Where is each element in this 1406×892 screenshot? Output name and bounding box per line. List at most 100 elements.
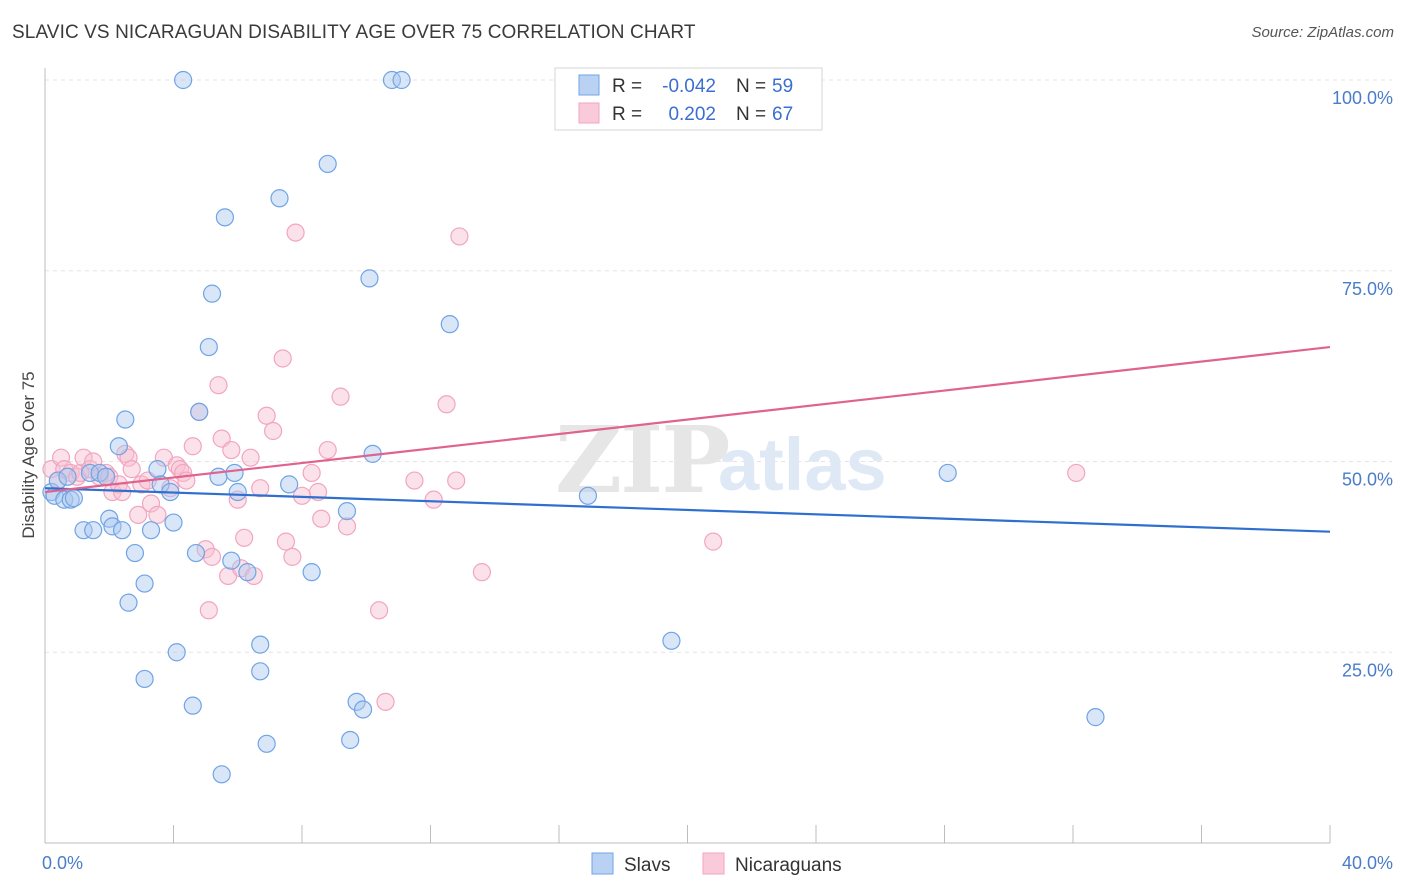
legend-r-value-nicaraguans: 0.202 xyxy=(668,104,716,125)
slavs-point-18 xyxy=(125,543,145,563)
slavs-point-20 xyxy=(135,669,154,689)
y-axis-label: Disability Age Over 75 xyxy=(19,371,38,538)
legend-n-label-slavs: N = xyxy=(736,76,766,97)
nicaraguans-point-46 xyxy=(263,421,283,441)
slavs-point-29 xyxy=(186,543,206,563)
nicaraguans-trend-line xyxy=(44,345,1331,494)
slavs-point-53 xyxy=(382,70,402,90)
nicaraguans-point-2 xyxy=(51,448,71,467)
correlation-legend: R = -0.042 N = 59 R = 0.202 N = 67 xyxy=(554,67,823,131)
series-slavs-points xyxy=(42,70,1105,784)
slavs-point-19 xyxy=(135,574,154,593)
legend-swatch-slavs xyxy=(578,74,600,96)
slavs-point-41 xyxy=(251,662,270,681)
nicaraguans-point-7 xyxy=(74,448,93,467)
slavs-point-43 xyxy=(270,189,289,208)
nicaraguans-point-49 xyxy=(283,547,302,566)
nicaraguans-point-61 xyxy=(424,490,443,509)
nicaraguans-point-35 xyxy=(209,376,228,395)
slavs-point-14 xyxy=(109,437,128,456)
nicaraguans-point-55 xyxy=(318,440,337,460)
nicaraguans-point-65 xyxy=(472,563,491,582)
nicaraguans-point-66 xyxy=(704,532,723,551)
series-legend-label-slavs: Slavs xyxy=(624,855,670,876)
grid-lines xyxy=(45,79,1392,653)
series-legend: Slavs Nicaraguans xyxy=(591,852,842,876)
slavs-point-17 xyxy=(119,593,138,612)
slavs-point-50 xyxy=(353,700,373,719)
chart-source: Source: ZipAtlas.com xyxy=(1251,24,1394,41)
series-nicaraguans-points xyxy=(42,70,1086,711)
slavs-point-40 xyxy=(251,635,270,654)
nicaraguans-point-45 xyxy=(257,406,276,425)
slavs-point-38 xyxy=(228,482,247,502)
slavs-point-49 xyxy=(347,692,366,711)
slavs-point-39 xyxy=(238,563,257,582)
slavs-point-54 xyxy=(392,70,411,90)
slavs-point-37 xyxy=(225,463,244,483)
legend-r-value-slavs: -0.042 xyxy=(662,76,716,97)
nicaraguans-point-64 xyxy=(450,227,469,246)
slavs-point-6 xyxy=(64,489,84,508)
nicaraguans-point-19 xyxy=(129,505,148,525)
slavs-point-7 xyxy=(74,521,93,540)
slavs-point-57 xyxy=(662,631,681,650)
nicaraguans-point-38 xyxy=(222,440,241,460)
x-tick-label-max: 40.0% xyxy=(1342,853,1393,873)
nicaraguans-point-52 xyxy=(302,463,321,483)
slavs-point-46 xyxy=(318,154,337,174)
slavs-point-27 xyxy=(174,70,193,90)
nicaraguans-point-23 xyxy=(148,505,167,525)
watermark-atlas: atlas xyxy=(718,423,887,506)
legend-n-value-slavs: 59 xyxy=(772,76,793,97)
slavs-point-36 xyxy=(222,551,241,570)
slavs-point-3 xyxy=(55,490,74,509)
slavs-point-22 xyxy=(148,460,167,479)
y-tick-label-3: 100.0% xyxy=(1332,88,1393,108)
chart-title: SLAVIC VS NICARAGUAN DISABILITY AGE OVER… xyxy=(12,22,696,43)
legend-n-label-nicaraguans: N = xyxy=(736,104,766,125)
slavs-point-51 xyxy=(360,269,379,288)
y-tick-label-1: 50.0% xyxy=(1342,470,1393,490)
slavs-point-42 xyxy=(257,734,276,753)
legend-swatch-nicaraguans xyxy=(578,102,600,124)
slavs-point-21 xyxy=(141,521,161,540)
nicaraguans-point-32 xyxy=(196,540,215,559)
nicaraguans-point-58 xyxy=(370,601,389,620)
y-tick-label-0: 25.0% xyxy=(1342,660,1393,680)
slavs-point-55 xyxy=(440,315,459,334)
nicaraguans-point-63 xyxy=(447,471,466,490)
nicaraguans-point-68 xyxy=(1067,463,1086,483)
slavs-point-25 xyxy=(164,513,183,532)
y-tick-label-2: 75.0% xyxy=(1342,279,1393,299)
slavs-point-56 xyxy=(578,486,598,505)
axes xyxy=(44,68,1331,844)
slavs-point-26 xyxy=(167,643,186,662)
legend-r-label-nicaraguans: R = xyxy=(612,104,642,125)
slavs-point-16 xyxy=(116,410,135,429)
series-legend-label-nicaraguans: Nicaraguans xyxy=(735,855,842,876)
nicaraguans-point-33 xyxy=(199,601,218,620)
series-legend-swatch-nicaraguans xyxy=(702,852,725,875)
nicaraguans-point-41 xyxy=(235,528,254,547)
nicaraguans-point-59 xyxy=(376,692,395,711)
slavs-point-35 xyxy=(215,208,234,227)
nicaraguans-point-60 xyxy=(405,471,424,490)
nicaraguans-point-50 xyxy=(286,223,305,242)
legend-n-value-nicaraguans: 67 xyxy=(772,104,793,125)
watermark: ZIP atlas xyxy=(555,406,887,514)
legend-r-label-slavs: R = xyxy=(612,76,642,97)
nicaraguans-point-9 xyxy=(84,452,103,471)
nicaraguans-point-56 xyxy=(331,387,350,406)
nicaraguans-point-22 xyxy=(141,494,161,513)
slavs-point-31 xyxy=(199,337,218,357)
slavs-point-9 xyxy=(84,521,103,540)
nicaraguans-point-30 xyxy=(183,437,202,456)
slavs-point-15 xyxy=(112,521,132,540)
nicaraguans-point-47 xyxy=(273,349,292,368)
slavs-point-47 xyxy=(337,501,357,521)
nicaraguans-point-34 xyxy=(202,547,222,566)
nicaraguans-point-57 xyxy=(337,517,357,536)
slavs-point-13 xyxy=(103,517,122,536)
